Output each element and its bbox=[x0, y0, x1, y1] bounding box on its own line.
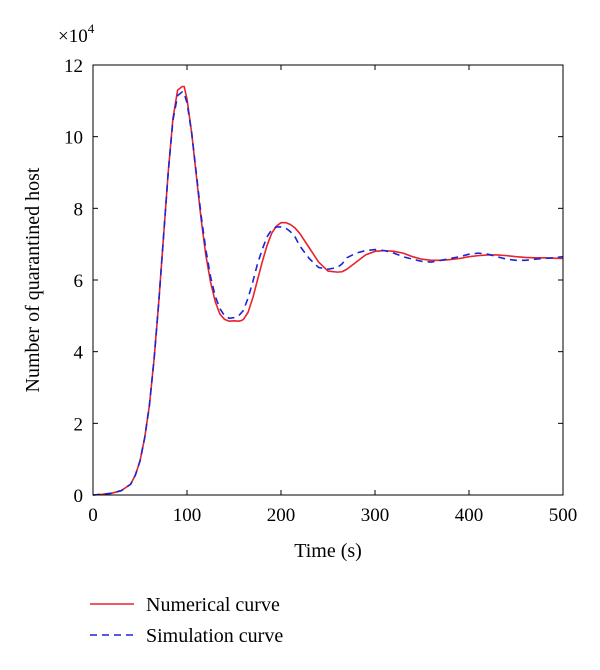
y-tick-label: 10 bbox=[64, 128, 83, 149]
y-tick-label: 8 bbox=[74, 199, 84, 220]
y-axis-label: Number of quarantined host bbox=[22, 167, 44, 392]
legend-label-simulation-curve: Simulation curve bbox=[146, 625, 283, 647]
y-axis-multiplier-base: ×10 bbox=[58, 26, 88, 47]
x-tick-label: 500 bbox=[549, 505, 578, 526]
y-tick-label: 0 bbox=[74, 486, 84, 507]
x-tick-label: 400 bbox=[455, 505, 484, 526]
series-line-simulation-curve bbox=[92, 91, 564, 496]
x-tick-label: 300 bbox=[361, 505, 390, 526]
y-tick-label: 6 bbox=[74, 271, 84, 292]
legend: Numerical curve Simulation curve bbox=[90, 594, 283, 647]
y-tick-label: 2 bbox=[74, 414, 84, 435]
x-tick-label: 0 bbox=[88, 505, 98, 526]
y-tick-label: 4 bbox=[74, 343, 84, 364]
x-axis-label: Time (s) bbox=[294, 540, 362, 562]
y-axis-multiplier: ×104 bbox=[58, 21, 95, 47]
axis-ticks bbox=[92, 64, 564, 496]
legend-label-numerical-curve: Numerical curve bbox=[146, 594, 280, 616]
x-tick-label: 200 bbox=[267, 505, 296, 526]
x-tick-label: 100 bbox=[173, 505, 202, 526]
plot-lines bbox=[92, 85, 564, 496]
plot-frame bbox=[92, 64, 564, 496]
y-axis-multiplier-exponent: 4 bbox=[88, 21, 95, 36]
y-tick-label: 12 bbox=[64, 56, 83, 77]
tick-labels: 0 100 200 300 400 500 0 2 4 6 8 10 12 bbox=[64, 56, 577, 526]
series-line-numerical-curve bbox=[92, 85, 564, 496]
